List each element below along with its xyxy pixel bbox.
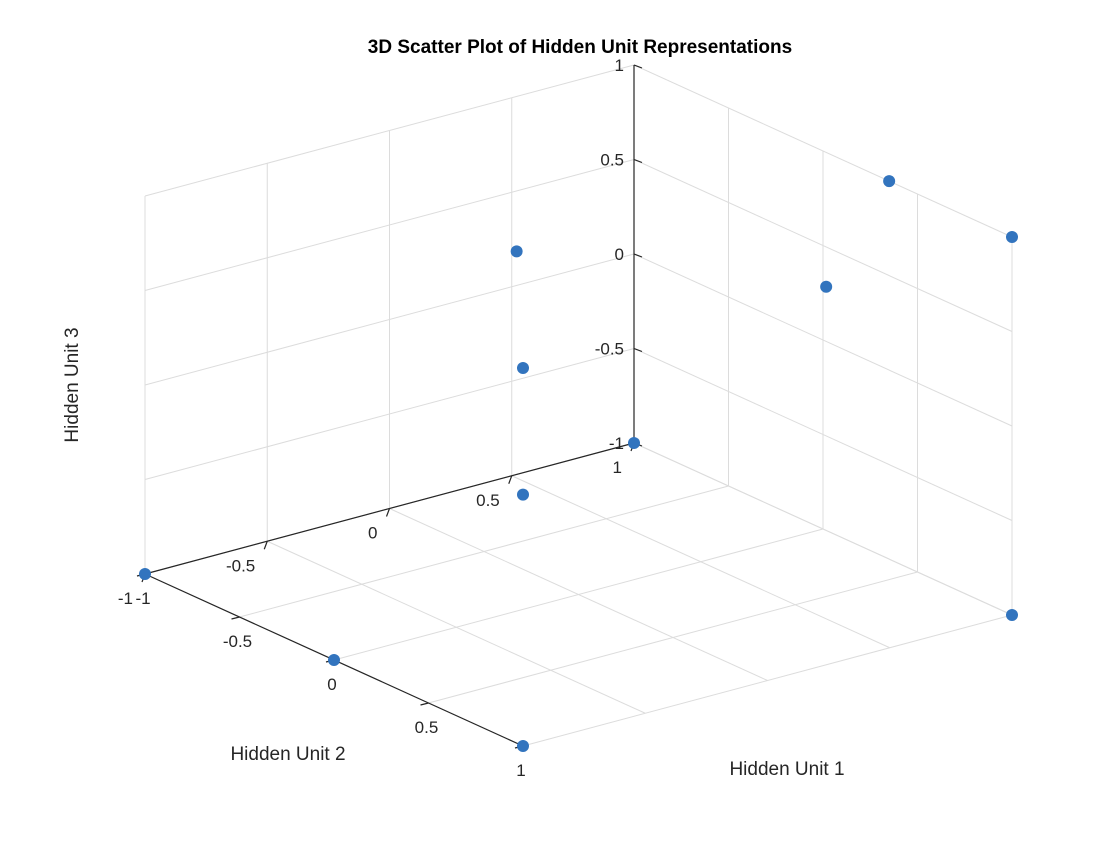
- grid-line: [522, 614, 1013, 747]
- grid-line: [633, 64, 1013, 238]
- data-point: [1006, 231, 1018, 243]
- z-axis-label: Hidden Unit 3: [62, 327, 83, 442]
- z-tick-label: 1: [615, 56, 624, 75]
- z-tick-label: -1: [609, 434, 624, 453]
- z-tick-mark: [633, 64, 643, 69]
- y-tick-label: 0: [368, 524, 377, 543]
- y-axis-label: Hidden Unit 2: [230, 744, 345, 765]
- x-tick-label: 0: [327, 675, 336, 694]
- data-point: [883, 175, 896, 188]
- x-tick-mark: [231, 616, 240, 620]
- grid-line: [144, 64, 635, 197]
- z-tick-label: 0.5: [600, 151, 624, 170]
- data-point: [139, 568, 151, 580]
- y-tick-label: -1: [118, 589, 133, 608]
- data-point: [1006, 609, 1018, 621]
- data-points: [139, 175, 1018, 752]
- data-point: [517, 740, 529, 752]
- y-tick-label: -0.5: [226, 556, 255, 575]
- grid-line: [428, 571, 918, 704]
- grid-line: [144, 253, 635, 386]
- grid-lines: [144, 64, 1013, 747]
- x-tick-label: 0.5: [415, 718, 439, 737]
- x-tick-label: -1: [135, 589, 150, 608]
- data-point: [517, 362, 529, 374]
- data-point: [628, 437, 640, 449]
- data-point: [517, 488, 529, 501]
- z-tick-mark: [633, 158, 643, 164]
- y-tick-label: 0.5: [476, 491, 500, 510]
- data-point: [510, 245, 523, 258]
- x-axis-label: Hidden Unit 1: [729, 759, 844, 780]
- grid-line: [144, 159, 635, 291]
- grid-line: [633, 159, 1013, 332]
- z-tick-label: -0.5: [595, 340, 624, 359]
- z-tick-mark: [633, 253, 643, 258]
- x-tick-mark: [420, 702, 429, 706]
- x-tick-label: 1: [516, 761, 525, 780]
- y-tick-mark: [508, 475, 513, 484]
- x-tick-label: -0.5: [223, 632, 252, 651]
- grid-line: [633, 253, 1013, 427]
- z-tick-label: 0: [615, 245, 624, 264]
- y-tick-label: 1: [613, 458, 622, 477]
- grid-line: [389, 508, 768, 681]
- grid-line: [511, 475, 890, 649]
- y-tick-mark: [263, 541, 268, 550]
- y-tick-mark: [385, 508, 391, 517]
- data-point: [820, 280, 833, 293]
- z-tick-mark: [633, 347, 643, 353]
- chart-title: 3D Scatter Plot of Hidden Unit Represent…: [368, 37, 792, 58]
- data-point: [328, 654, 340, 666]
